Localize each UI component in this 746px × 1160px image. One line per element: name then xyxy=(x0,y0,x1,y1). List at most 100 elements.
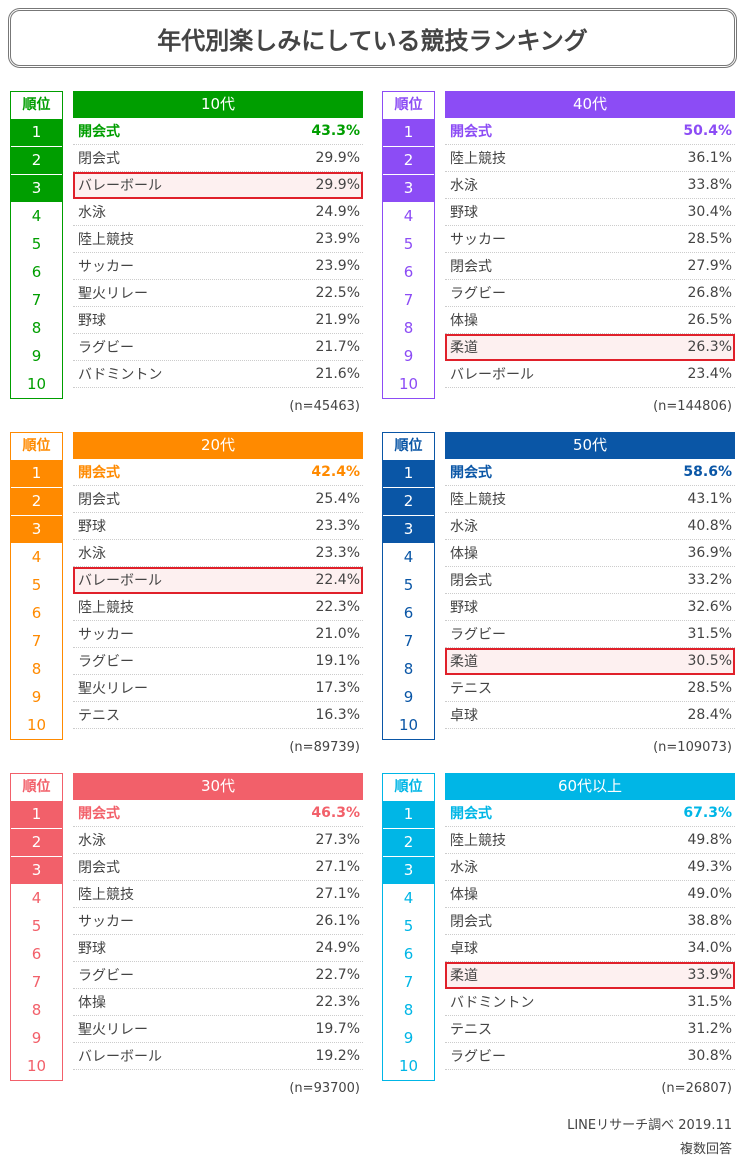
rank-number: 2 xyxy=(383,487,434,515)
rank-number: 6 xyxy=(11,940,62,968)
sport-name: 陸上競技 xyxy=(450,833,506,849)
rank-number: 7 xyxy=(383,968,434,996)
percentage: 26.1% xyxy=(315,913,360,929)
percentage: 25.4% xyxy=(315,491,360,507)
sport-name: 水泳 xyxy=(78,205,106,221)
table-row: バレーボール 23.4% xyxy=(445,361,735,388)
table-row: 陸上競技 43.1% xyxy=(445,486,735,513)
sport-name: 水泳 xyxy=(450,860,478,876)
percentage: 31.2% xyxy=(687,1021,732,1037)
ranking-table: 20代 開会式 42.4% 閉会式 25.4% 野球 23.3% 水泳 23.3% バレーボール 2… xyxy=(73,432,363,729)
rank-number: 6 xyxy=(383,258,434,286)
sport-name: ラグビー xyxy=(78,340,134,356)
table-row: ラグビー 19.1% xyxy=(73,648,363,675)
table-row: 体操 49.0% xyxy=(445,881,735,908)
rank-number: 1 xyxy=(11,118,62,146)
percentage: 29.9% xyxy=(315,150,360,166)
percentage: 58.6% xyxy=(683,464,732,480)
rank-number: 1 xyxy=(383,459,434,487)
ranking-panel: 順位 1 2 3 4 5 6 7 8 9 10 30代 開会式 46.3% 水泳 27.3% 閉会式 27.1% 陸… xyxy=(10,773,363,1103)
sport-name: 閉会式 xyxy=(450,914,492,930)
table-row: 開会式 43.3% xyxy=(73,118,363,145)
percentage: 27.1% xyxy=(315,886,360,902)
sport-name: バドミントン xyxy=(450,995,535,1011)
rank-number: 7 xyxy=(11,627,62,655)
percentage: 33.2% xyxy=(687,572,732,588)
rank-number: 5 xyxy=(11,571,62,599)
age-group-header: 50代 xyxy=(445,432,735,459)
table-row: 水泳 24.9% xyxy=(73,199,363,226)
sport-name: テニス xyxy=(450,681,492,697)
rank-column: 順位 1 2 3 4 5 6 7 8 9 10 xyxy=(382,432,435,740)
rank-header: 順位 xyxy=(383,92,434,118)
percentage: 28.5% xyxy=(687,680,732,696)
age-group-header: 20代 xyxy=(73,432,363,459)
table-row: 陸上競技 27.1% xyxy=(73,881,363,908)
age-group-header: 10代 xyxy=(73,91,363,118)
sport-name: 体操 xyxy=(450,313,478,329)
table-row: ラグビー 21.7% xyxy=(73,334,363,361)
sport-name: 卓球 xyxy=(450,708,478,724)
rank-number: 7 xyxy=(11,968,62,996)
rank-number: 1 xyxy=(11,459,62,487)
table-row: 陸上競技 49.8% xyxy=(445,827,735,854)
sport-name: 野球 xyxy=(450,600,478,616)
rank-number: 2 xyxy=(11,828,62,856)
rank-number: 10 xyxy=(11,711,62,739)
sport-name: 卓球 xyxy=(450,941,478,957)
percentage: 67.3% xyxy=(683,805,732,821)
rank-number: 1 xyxy=(383,118,434,146)
rank-header: 順位 xyxy=(383,433,434,459)
rank-number: 10 xyxy=(383,711,434,739)
rank-number: 10 xyxy=(11,1052,62,1080)
table-row: テニス 16.3% xyxy=(73,702,363,729)
table-row: 閉会式 27.1% xyxy=(73,854,363,881)
table-row: 陸上競技 36.1% xyxy=(445,145,735,172)
rank-column: 順位 1 2 3 4 5 6 7 8 9 10 xyxy=(382,91,435,399)
percentage: 21.7% xyxy=(315,339,360,355)
sport-name: サッカー xyxy=(78,259,134,275)
rank-number: 6 xyxy=(383,940,434,968)
sport-name: 水泳 xyxy=(450,519,478,535)
rank-number: 7 xyxy=(11,286,62,314)
table-row: サッカー 26.1% xyxy=(73,908,363,935)
percentage: 27.1% xyxy=(315,859,360,875)
sample-size: (n=144806) xyxy=(653,399,732,414)
ranking-table: 40代 開会式 50.4% 陸上競技 36.1% 水泳 33.8% 野球 30.4% サッカー 28… xyxy=(445,91,735,388)
sport-name: 柔道 xyxy=(450,340,478,356)
sport-name: 水泳 xyxy=(450,178,478,194)
sport-name: 閉会式 xyxy=(78,492,120,508)
table-row: 柔道 33.9% xyxy=(445,962,735,989)
sport-name: ラグビー xyxy=(450,627,506,643)
percentage: 27.3% xyxy=(315,832,360,848)
table-row: バドミントン 31.5% xyxy=(445,989,735,1016)
percentage: 31.5% xyxy=(687,994,732,1010)
rank-number: 4 xyxy=(383,202,434,230)
ranking-table: 10代 開会式 43.3% 閉会式 29.9% バレーボール 29.9% 水泳 24.9% 陸上競… xyxy=(73,91,363,388)
percentage: 21.6% xyxy=(315,366,360,382)
percentage: 34.0% xyxy=(687,940,732,956)
percentage: 24.9% xyxy=(315,204,360,220)
table-row: 陸上競技 22.3% xyxy=(73,594,363,621)
percentage: 42.4% xyxy=(311,464,360,480)
rank-number: 5 xyxy=(383,571,434,599)
rank-number: 8 xyxy=(383,314,434,342)
table-row: テニス 31.2% xyxy=(445,1016,735,1043)
sport-name: 開会式 xyxy=(78,806,120,822)
sport-name: 柔道 xyxy=(450,968,478,984)
table-row: 開会式 50.4% xyxy=(445,118,735,145)
table-row: テニス 28.5% xyxy=(445,675,735,702)
table-row: サッカー 23.9% xyxy=(73,253,363,280)
sport-name: 閉会式 xyxy=(450,573,492,589)
rank-number: 3 xyxy=(383,856,434,884)
age-group-header: 30代 xyxy=(73,773,363,800)
percentage: 19.7% xyxy=(315,1021,360,1037)
rank-number: 5 xyxy=(383,912,434,940)
rank-number: 7 xyxy=(383,627,434,655)
table-row: 陸上競技 23.9% xyxy=(73,226,363,253)
rank-header: 順位 xyxy=(11,92,62,118)
sport-name: ラグビー xyxy=(78,968,134,984)
rank-column: 順位 1 2 3 4 5 6 7 8 9 10 xyxy=(382,773,435,1081)
rank-number: 3 xyxy=(11,856,62,884)
rank-number: 2 xyxy=(383,828,434,856)
